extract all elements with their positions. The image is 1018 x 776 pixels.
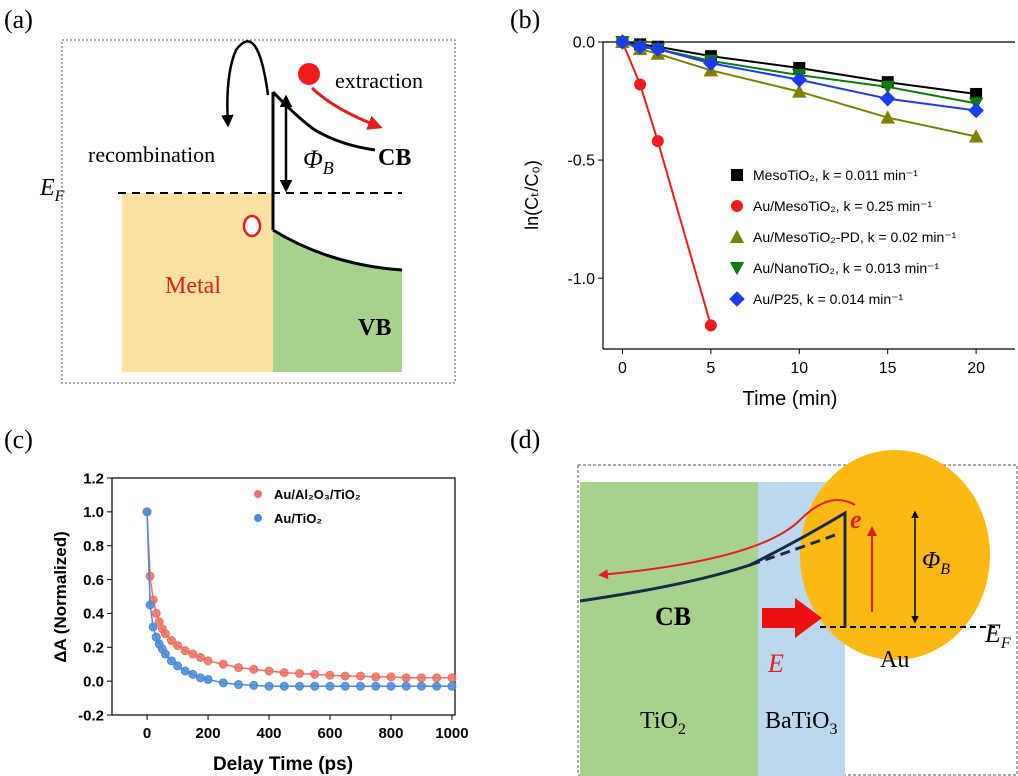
label: Metal: [165, 273, 221, 299]
label: B: [323, 158, 334, 178]
hole: [244, 216, 260, 236]
x-tick-label: 10: [790, 360, 808, 377]
legend-label: MesoTiO₂, k = 0.011 min⁻¹: [753, 167, 918, 183]
x-tick-label: 0: [618, 360, 627, 377]
x-tick-label: 15: [879, 360, 897, 377]
y-tick-label: 1.0: [83, 504, 104, 521]
x-tick-label: 800: [378, 725, 403, 742]
legend-label: Au/NanoTiO₂, k = 0.013 min⁻¹: [753, 260, 940, 276]
label: BaTiO3: [765, 708, 837, 738]
x-axis-label: Time (min): [743, 388, 838, 410]
diagram-d: e ΦB CB E Au EF TiO2 BaTiO3: [578, 450, 1017, 776]
label: E: [39, 175, 55, 201]
label: E: [984, 619, 1001, 648]
au-particle: [800, 450, 990, 660]
x-tick-label: 400: [257, 725, 282, 742]
label: E: [767, 649, 784, 678]
legend-marker: [730, 262, 744, 275]
fit-line: [147, 512, 452, 686]
label: 3: [829, 721, 837, 738]
label: ΦB: [303, 145, 334, 178]
label: 2: [678, 721, 686, 738]
label: recombination: [88, 142, 215, 167]
label: Φ: [922, 548, 940, 574]
data-point: [652, 135, 664, 147]
extraction-arrow: [312, 88, 380, 127]
y-axis-label: ΔA (Normalized): [51, 531, 70, 663]
panel-label: (d): [510, 425, 540, 454]
legend-label: Au/TiO₂: [274, 511, 322, 526]
legend-marker: [731, 169, 743, 181]
label: Au: [880, 647, 909, 673]
label: Φ: [303, 145, 323, 174]
label: F: [54, 188, 65, 205]
y-tick-label: 0.2: [83, 640, 104, 657]
y-tick-label: 0.0: [573, 35, 595, 52]
panel-label: (a): [4, 5, 33, 34]
label: B: [940, 561, 950, 578]
y-tick-label: -1.0: [567, 271, 595, 288]
label: VB: [358, 315, 391, 341]
label: CB: [378, 145, 411, 171]
label: F: [1000, 635, 1011, 652]
x-axis-label: Delay Time (ps): [213, 754, 353, 775]
legend-marker: [730, 230, 744, 243]
legend-label: Au/MesoTiO₂, k = 0.25 min⁻¹: [753, 198, 933, 214]
data-point: [968, 103, 984, 119]
legend-label: Au/Al₂O₃/TiO₂: [274, 487, 361, 502]
semiconductor-region: [273, 230, 402, 372]
legend-marker: [254, 490, 262, 498]
legend-marker: [729, 291, 745, 307]
legend-marker: [254, 514, 262, 522]
x-tick-label: 20: [967, 360, 985, 377]
y-tick-label: -0.2: [78, 707, 104, 724]
y-tick-label: -0.5: [567, 153, 595, 170]
x-tick-label: 1000: [435, 725, 468, 742]
diagram-a: extraction recombination ΦB CB EF Metal …: [39, 40, 455, 383]
label: EF: [39, 175, 65, 205]
y-tick-label: 0.4: [83, 606, 105, 623]
x-tick-label: 200: [196, 725, 221, 742]
label: e: [850, 505, 862, 534]
y-tick-label: 1.2: [83, 470, 104, 487]
panel-label: (b): [510, 5, 540, 34]
legend-marker: [731, 200, 743, 212]
recombination-arrow: [227, 41, 268, 125]
figure: (a) (b) (c) (d) extraction recombination…: [0, 0, 1018, 776]
label: BaTiO: [765, 708, 829, 734]
legend-label: Au/MesoTiO₂-PD, k = 0.02 min⁻¹: [753, 229, 957, 245]
label: TiO: [640, 708, 678, 734]
y-tick-label: 0.8: [83, 538, 104, 555]
label: extraction: [335, 68, 423, 93]
label: EF: [984, 619, 1011, 652]
y-tick-label: 0.6: [83, 572, 104, 589]
data-point: [880, 91, 896, 107]
y-axis-label: ln(Cₜ/C₀): [522, 160, 542, 230]
data-point: [705, 319, 717, 331]
legend-label: Au/P25, k = 0.014 min⁻¹: [753, 291, 904, 307]
y-tick-label: 0.0: [83, 673, 104, 690]
x-tick-label: 600: [317, 725, 342, 742]
x-tick-label: 5: [706, 360, 715, 377]
label: CB: [655, 602, 691, 631]
data-point: [634, 79, 646, 91]
x-tick-label: 0: [143, 725, 151, 742]
electron: [298, 63, 320, 85]
panel-label: (c): [4, 425, 33, 454]
